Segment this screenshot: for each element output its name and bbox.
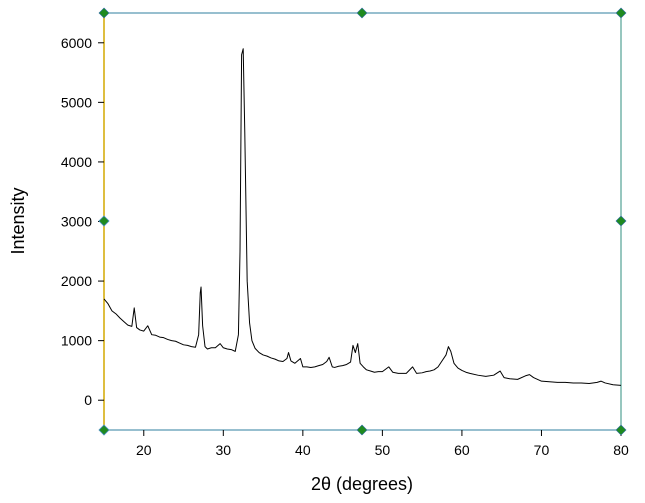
y-tick-label: 0: [84, 392, 92, 408]
x-tick-label: 20: [136, 442, 152, 458]
y-axis-label: Intensity: [8, 187, 28, 254]
x-tick-label: 60: [454, 442, 470, 458]
y-tick-label: 6000: [61, 35, 92, 51]
x-tick-label: 40: [295, 442, 311, 458]
x-tick-label: 70: [534, 442, 550, 458]
y-tick-label: 4000: [61, 154, 92, 170]
y-tick-label: 1000: [61, 333, 92, 349]
selection-handles: [98, 7, 627, 436]
x-tick-label: 30: [216, 442, 232, 458]
data-line: [103, 48, 622, 386]
handle: [98, 7, 627, 436]
y-tick-label: 2000: [61, 273, 92, 289]
x-tick-label: 50: [375, 442, 391, 458]
x-axis-label: 2θ (degrees): [311, 474, 413, 494]
y-tick-label: 5000: [61, 94, 92, 110]
y-tick-label: 3000: [61, 214, 92, 230]
handle: [98, 215, 110, 436]
x-tick-label: 80: [613, 442, 629, 458]
